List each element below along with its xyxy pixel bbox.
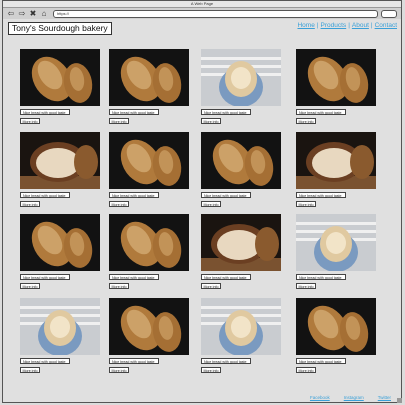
- product-card: Nice bread with good taste More info: [20, 49, 102, 129]
- product-caption: Nice bread with good taste: [296, 274, 346, 280]
- page-content: Tony's Sourdough bakery Home | Products | …: [3, 19, 401, 402]
- product-caption: Nice bread with good taste: [20, 109, 70, 115]
- site-title: Tony's Sourdough bakery: [8, 22, 112, 35]
- footer-links: Facebook Instagram Twitter: [310, 395, 391, 400]
- more-info-button[interactable]: More info: [296, 367, 316, 373]
- product-card: Nice bread with good taste More info: [20, 132, 102, 212]
- product-card: Nice bread with good taste More info: [20, 214, 102, 294]
- product-card: Nice bread with good taste More info: [296, 298, 378, 378]
- bread-photo: [109, 214, 189, 271]
- bread-photo: [20, 298, 100, 355]
- more-info-button[interactable]: More info: [201, 118, 221, 124]
- more-info-button[interactable]: More info: [201, 201, 221, 207]
- product-caption: Nice bread with good taste: [296, 109, 346, 115]
- bread-photo: [201, 132, 281, 189]
- product-caption: Nice bread with good taste: [109, 274, 159, 280]
- bread-photo: [20, 214, 100, 271]
- bread-photo: [109, 132, 189, 189]
- address-bar[interactable]: https://: [53, 9, 378, 18]
- back-arrow-icon[interactable]: ⇦: [7, 8, 15, 18]
- bread-photo: [20, 49, 100, 106]
- top-nav: Home | Products | About | Contact: [297, 22, 397, 29]
- product-card: Nice bread with good taste More info: [109, 132, 191, 212]
- more-info-button[interactable]: More info: [109, 201, 129, 207]
- product-caption: Nice bread with good taste: [20, 274, 70, 280]
- product-card: Nice bread with good taste More info: [201, 214, 283, 294]
- product-card: Nice bread with good taste More info: [109, 49, 191, 129]
- bread-photo: [20, 132, 100, 189]
- bread-photo: [296, 298, 376, 355]
- product-card: Nice bread with good taste More info: [201, 298, 283, 378]
- bread-photo: [201, 214, 281, 271]
- bread-photo: [296, 214, 376, 271]
- product-caption: Nice bread with good taste: [201, 192, 251, 198]
- product-caption: Nice bread with good taste: [109, 358, 159, 364]
- product-caption: Nice bread with good taste: [296, 192, 346, 198]
- nav-home[interactable]: Home: [297, 22, 315, 29]
- more-info-button[interactable]: More info: [109, 367, 129, 373]
- product-card: Nice bread with good taste More info: [296, 214, 378, 294]
- product-caption: Nice bread with good taste: [109, 109, 159, 115]
- product-caption: Nice bread with good taste: [201, 109, 251, 115]
- bread-photo: [201, 49, 281, 106]
- more-info-button[interactable]: More info: [109, 283, 129, 289]
- product-card: Nice bread with good taste More info: [109, 214, 191, 294]
- footer-instagram[interactable]: Instagram: [343, 395, 364, 400]
- bread-photo: [109, 49, 189, 106]
- bread-photo: [201, 298, 281, 355]
- product-caption: Nice bread with good taste: [20, 192, 70, 198]
- bread-photo: [296, 132, 376, 189]
- product-card: Nice bread with good taste More info: [296, 49, 378, 129]
- product-card: Nice bread with good taste More info: [201, 49, 283, 129]
- product-caption: Nice bread with good taste: [201, 358, 251, 364]
- more-info-button[interactable]: More info: [201, 283, 221, 289]
- product-card: Nice bread with good taste More info: [296, 132, 378, 212]
- close-icon[interactable]: ✖: [29, 8, 37, 18]
- more-info-button[interactable]: More info: [20, 201, 40, 207]
- bread-photo: [296, 49, 376, 106]
- more-info-button[interactable]: More info: [20, 367, 40, 373]
- search-field[interactable]: [381, 9, 397, 18]
- product-caption: Nice bread with good taste: [109, 192, 159, 198]
- resize-handle[interactable]: [397, 398, 402, 403]
- nav-products[interactable]: Products: [320, 22, 347, 29]
- nav-contact[interactable]: Contact: [374, 22, 397, 29]
- home-icon[interactable]: ⌂: [41, 8, 47, 18]
- more-info-button[interactable]: More info: [20, 283, 40, 289]
- more-info-button[interactable]: More info: [20, 118, 40, 124]
- more-info-button[interactable]: More info: [109, 118, 129, 124]
- footer-facebook[interactable]: Facebook: [309, 395, 330, 400]
- bread-photo: [109, 298, 189, 355]
- more-info-button[interactable]: More info: [296, 118, 316, 124]
- more-info-button[interactable]: More info: [296, 283, 316, 289]
- forward-arrow-icon[interactable]: ⇨: [18, 8, 26, 18]
- product-card: Nice bread with good taste More info: [109, 298, 191, 378]
- window-title: A Web Page: [3, 1, 401, 8]
- nav-about[interactable]: About: [351, 22, 369, 29]
- product-card: Nice bread with good taste More info: [201, 132, 283, 212]
- product-caption: Nice bread with good taste: [296, 358, 346, 364]
- more-info-button[interactable]: More info: [296, 201, 316, 207]
- product-caption: Nice bread with good taste: [20, 358, 70, 364]
- more-info-button[interactable]: More info: [201, 367, 221, 373]
- product-caption: Nice bread with good taste: [201, 274, 251, 280]
- footer-twitter[interactable]: Twitter: [377, 395, 391, 400]
- product-card: Nice bread with good taste More info: [20, 298, 102, 378]
